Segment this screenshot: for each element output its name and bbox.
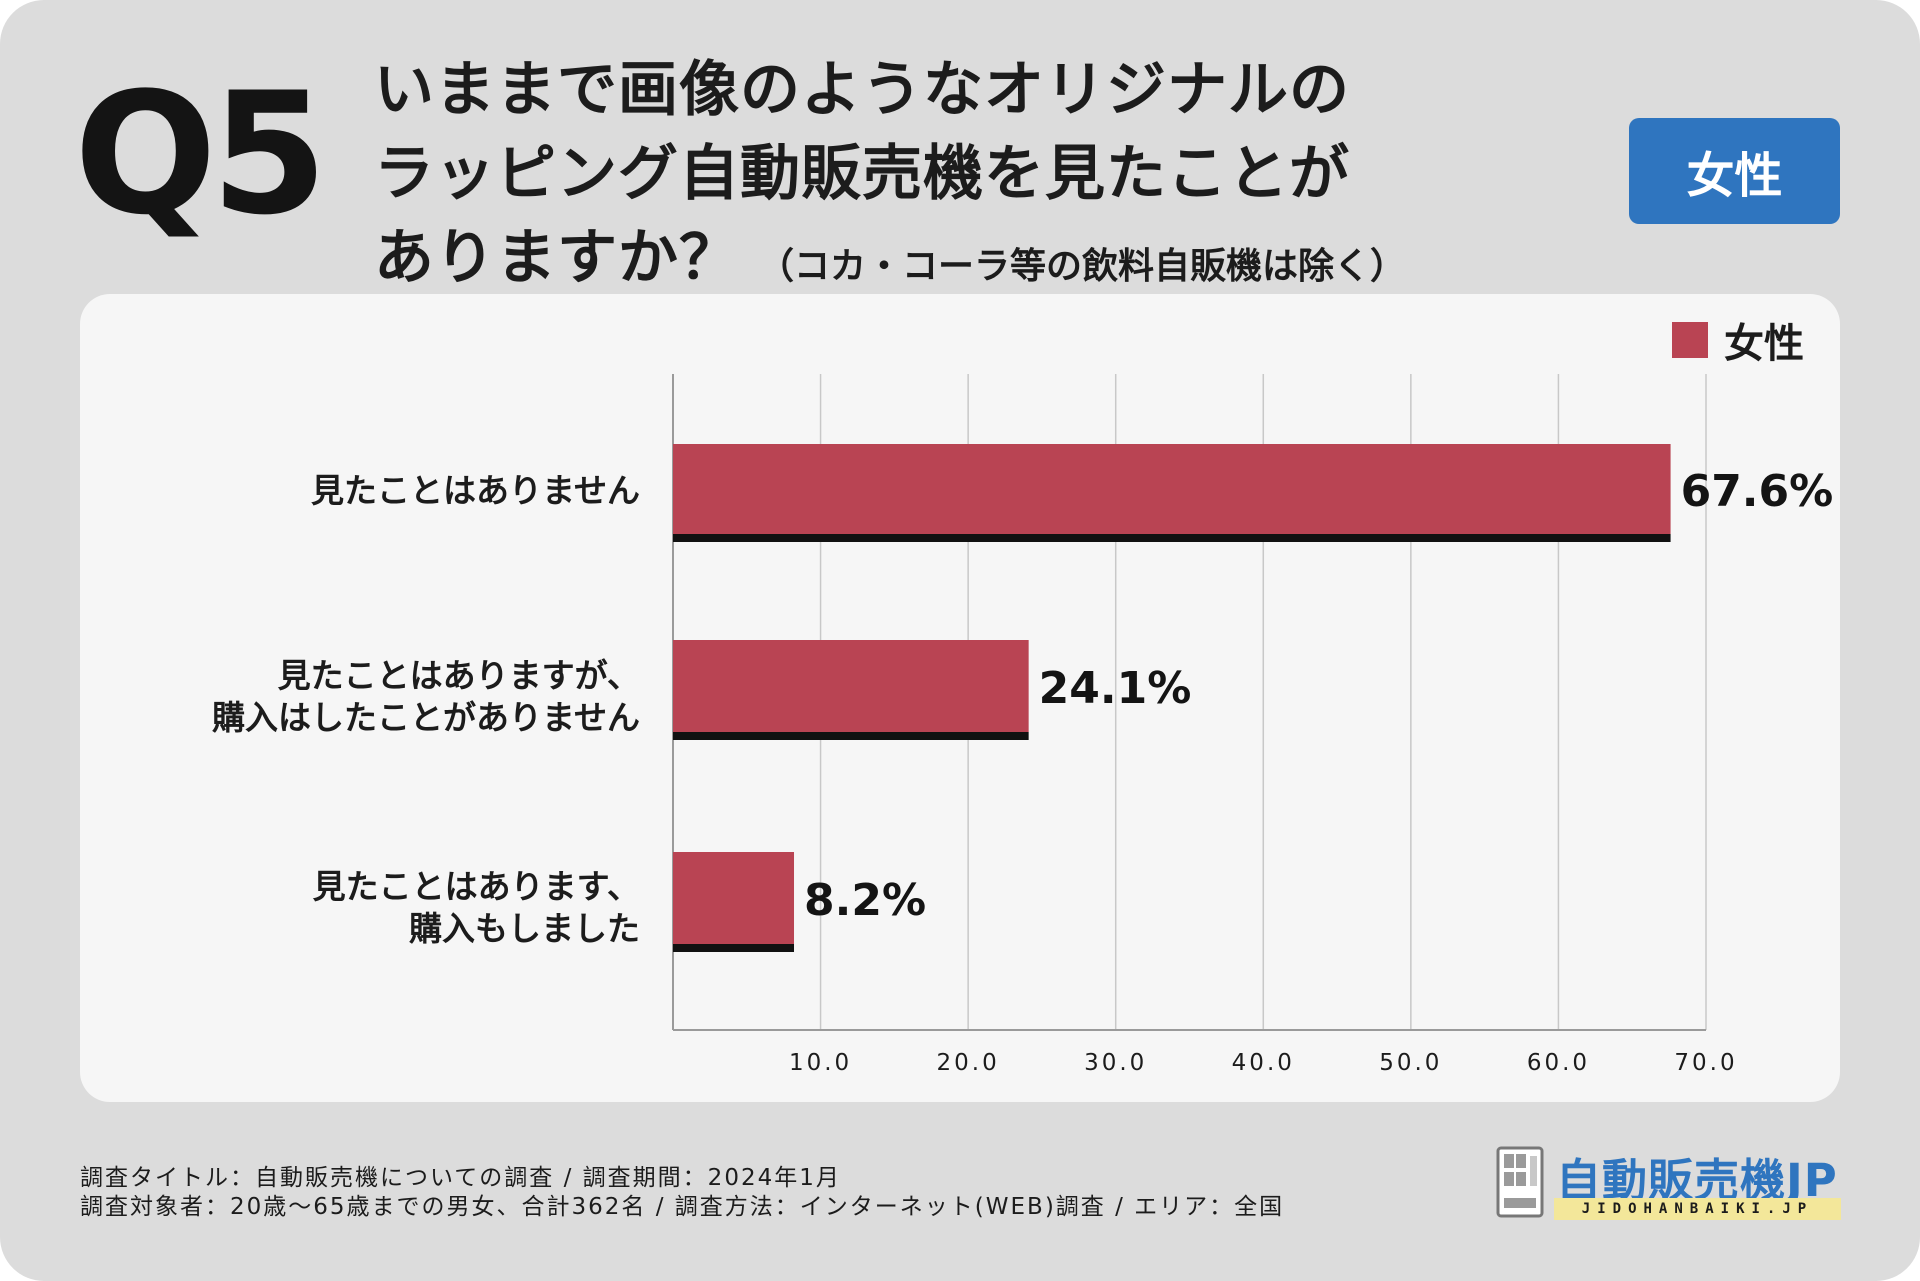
- question-text: いままで画像のようなオリジナルの ラッピング自動販売機を見たことが ありますか？…: [374, 48, 1534, 309]
- bar-shadow: [673, 944, 795, 952]
- category-label: 見たことはありますが、 購入はしたことがありません: [212, 655, 640, 739]
- category-label: 見たことはあります、 購入もしました: [313, 866, 640, 950]
- category-label-line: 見たことはあります、: [312, 867, 640, 906]
- bar-shadow: [673, 732, 1029, 740]
- x-tick-label: 50.0: [1379, 1050, 1442, 1076]
- question-note: （コカ・コーラ等の飲料自販機は除く）: [758, 246, 1407, 287]
- value-label: 8.2%: [804, 875, 926, 926]
- x-tick-label: 30.0: [1084, 1050, 1147, 1076]
- legend-swatch: [1672, 322, 1708, 358]
- vending-machine-icon: [1496, 1146, 1544, 1218]
- category-label-line: 購入はしたことがありません: [211, 698, 640, 737]
- x-tick-label: 40.0: [1232, 1050, 1295, 1076]
- category-label-line: 見たことはありますが、: [277, 656, 640, 695]
- logo-subtext: JIDOHANBAIKI.JP: [1554, 1198, 1841, 1220]
- bar-shadow: [673, 534, 1671, 542]
- x-tick-label: 70.0: [1674, 1050, 1737, 1076]
- question-number: Q5: [74, 56, 328, 252]
- legend-label: 女性: [1724, 321, 1804, 367]
- x-tick-label: 20.0: [937, 1050, 1000, 1076]
- bar: [673, 444, 1671, 534]
- survey-info-line: 調査対象者：20歳〜65歳までの男女、合計362名 / 調査方法：インターネット…: [80, 1194, 1285, 1220]
- chart-legend: 女性: [1672, 316, 1804, 367]
- survey-footer: 調査タイトル：自動販売機についての調査 / 調査期間：2024年1月 調査対象者…: [80, 1164, 1284, 1222]
- gender-badge: 女性: [1629, 118, 1840, 224]
- bar: [673, 640, 1029, 732]
- category-label: 見たことはありません: [311, 470, 640, 512]
- x-tick-label: 10.0: [789, 1050, 852, 1076]
- site-logo: 自動販売機JP JIDOHANBAIKI.JP: [1496, 1144, 1841, 1220]
- question-line: ラッピング自動販売機を見たことが: [374, 139, 1350, 209]
- category-label-line: 購入もしました: [409, 909, 640, 948]
- survey-info-line: 調査タイトル：自動販売機についての調査 / 調査期間：2024年1月: [80, 1165, 841, 1191]
- question-line-last: ありますか？ （コカ・コーラ等の飲料自販機は除く）: [374, 216, 1534, 309]
- x-tick-label: 60.0: [1527, 1050, 1590, 1076]
- bar: [673, 852, 795, 944]
- value-label: 24.1%: [1039, 663, 1192, 714]
- question-line: いままで画像のようなオリジナルの: [374, 55, 1350, 125]
- value-label: 67.6%: [1681, 466, 1834, 517]
- question-line: ありますか？: [374, 223, 740, 293]
- category-label-line: 見たことはありません: [310, 471, 640, 510]
